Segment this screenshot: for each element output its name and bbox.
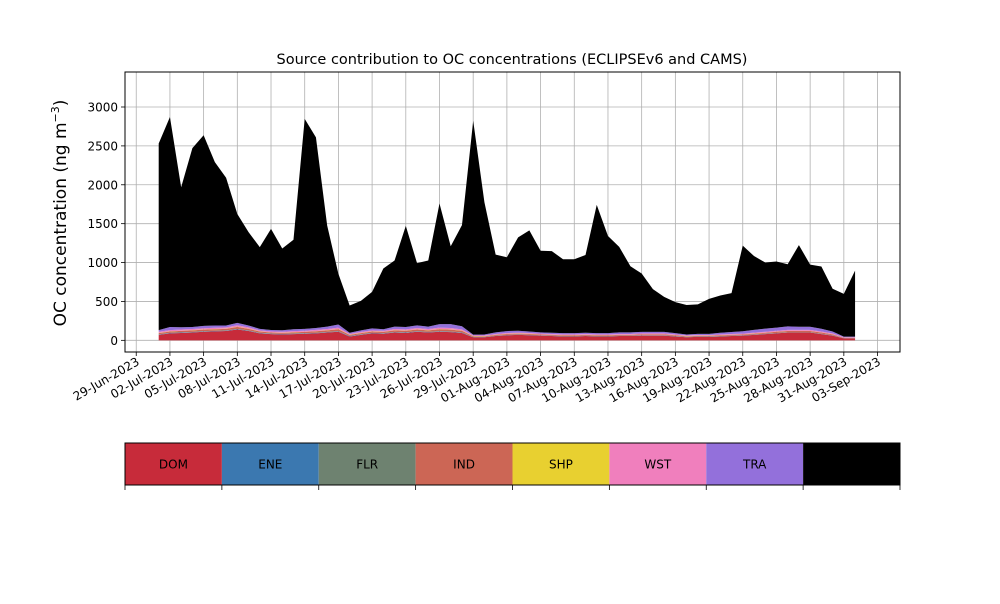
colorbar-label: DOM — [159, 458, 188, 472]
y-tick-label: 3000 — [87, 101, 118, 115]
colorbar-frame — [124, 442, 901, 486]
y-tick-label: 2500 — [87, 139, 118, 153]
source-colorbar: DOM ENE FLR IND SHP WST TRA BB — [124, 442, 901, 490]
colorbar-label: FLR — [356, 458, 378, 472]
colorbar-label: WST — [644, 458, 671, 472]
stacked-areas — [158, 117, 856, 341]
y-axis-title-suffix: ) — [51, 100, 71, 107]
area-bb — [158, 117, 856, 337]
colorbar-cell-flr — [318, 443, 416, 485]
area-ind — [158, 326, 856, 339]
colorbar-label: ENE — [258, 458, 282, 472]
area-tra — [158, 322, 856, 338]
chart-title: Source contribution to OC concentrations… — [277, 52, 748, 68]
y-axis-title-main: OC concentration (ng m — [51, 122, 71, 326]
colorbar-cell-shp — [512, 443, 610, 485]
area-flr — [158, 328, 856, 339]
colorbar-cell-ene — [221, 443, 319, 485]
y-tick-label: 1500 — [87, 217, 118, 231]
area-ene — [158, 329, 856, 339]
colorbar-cell-bb — [803, 443, 900, 485]
y-tick-label: 1000 — [87, 256, 118, 270]
plot-frame — [124, 71, 901, 353]
colorbar-cell-ind — [415, 443, 513, 485]
colorbar-label: IND — [453, 458, 475, 472]
colorbar-label: SHP — [549, 458, 573, 472]
y-axis-title: OC concentration (ng m−3) — [49, 100, 71, 327]
colorbar-label: TRA — [742, 458, 767, 472]
area-wst — [158, 325, 856, 338]
y-axis-title-text: OC concentration (ng m−3) — [49, 100, 71, 327]
y-tick-label: 500 — [95, 295, 118, 309]
y-tick-label: 0 — [110, 334, 118, 348]
y-axis: 0 500 1000 1500 2000 2500 3000 — [87, 101, 125, 348]
colorbar-cell-tra — [706, 443, 804, 485]
y-axis-title-superscript: −3 — [49, 106, 62, 122]
colorbar-label: BB — [843, 458, 859, 472]
y-tick-label: 2000 — [87, 178, 118, 192]
area-dom — [158, 329, 856, 341]
colorbar-cell-dom — [125, 443, 222, 485]
colorbar-cell-wst — [609, 443, 707, 485]
